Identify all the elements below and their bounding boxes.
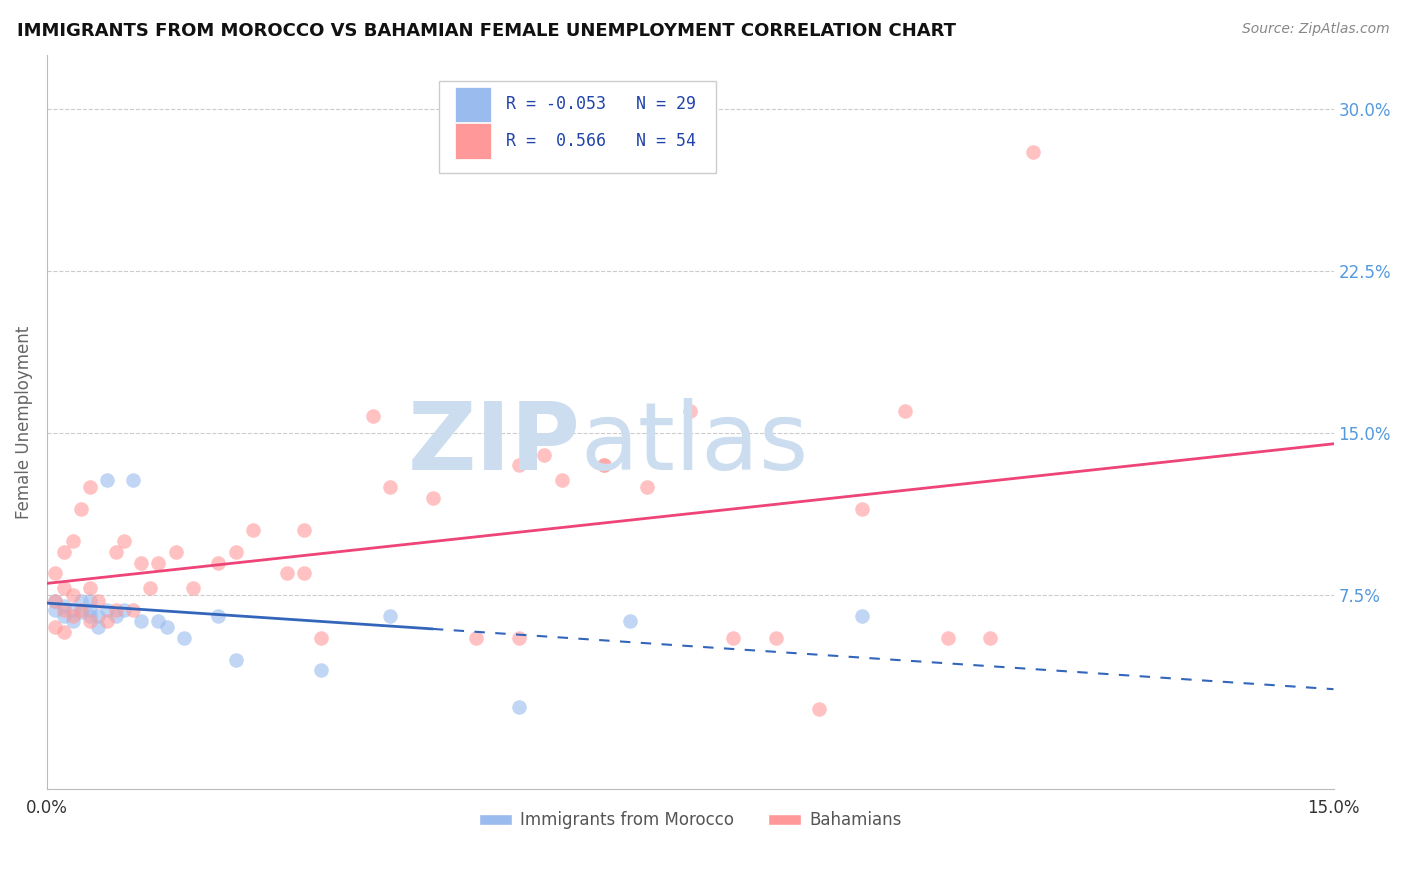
- Point: [62, 533, 84, 548]
- Point: [104, 603, 127, 617]
- Point: [148, 614, 170, 628]
- FancyBboxPatch shape: [439, 81, 716, 172]
- Point: [181, 582, 204, 596]
- Point: [276, 566, 298, 581]
- Point: [979, 631, 1001, 645]
- Bar: [454, 123, 491, 159]
- Point: [87, 594, 110, 608]
- Point: [593, 458, 616, 473]
- Point: [851, 501, 873, 516]
- Point: [721, 631, 744, 645]
- Point: [62, 609, 84, 624]
- Point: [129, 556, 152, 570]
- Point: [508, 458, 530, 473]
- Point: [62, 603, 84, 617]
- Point: [62, 588, 84, 602]
- Point: [311, 631, 333, 645]
- Point: [225, 545, 247, 559]
- Point: [139, 582, 162, 596]
- Point: [79, 609, 101, 624]
- Text: R = -0.053   N = 29: R = -0.053 N = 29: [506, 95, 696, 113]
- Point: [79, 614, 101, 628]
- Point: [378, 609, 401, 624]
- Point: [422, 491, 444, 505]
- Point: [148, 556, 170, 570]
- Point: [242, 523, 264, 537]
- Point: [44, 620, 66, 634]
- Point: [70, 501, 93, 516]
- Point: [121, 603, 143, 617]
- Point: [70, 594, 93, 608]
- Text: Source: ZipAtlas.com: Source: ZipAtlas.com: [1241, 22, 1389, 37]
- Point: [53, 624, 76, 639]
- Point: [53, 603, 76, 617]
- Point: [636, 480, 658, 494]
- Point: [44, 603, 66, 617]
- Text: ZIP: ZIP: [408, 398, 581, 491]
- Point: [1022, 145, 1045, 160]
- Text: IMMIGRANTS FROM MOROCCO VS BAHAMIAN FEMALE UNEMPLOYMENT CORRELATION CHART: IMMIGRANTS FROM MOROCCO VS BAHAMIAN FEMA…: [17, 22, 956, 40]
- Point: [311, 664, 333, 678]
- Point: [292, 566, 315, 581]
- Point: [53, 582, 76, 596]
- Point: [79, 480, 101, 494]
- Point: [936, 631, 959, 645]
- Point: [79, 582, 101, 596]
- Point: [679, 404, 702, 418]
- Point: [225, 653, 247, 667]
- Point: [87, 620, 110, 634]
- Point: [378, 480, 401, 494]
- Point: [156, 620, 179, 634]
- Point: [851, 609, 873, 624]
- Point: [593, 458, 616, 473]
- Point: [893, 404, 915, 418]
- Legend: Immigrants from Morocco, Bahamians: Immigrants from Morocco, Bahamians: [472, 805, 908, 836]
- Point: [104, 545, 127, 559]
- Point: [173, 631, 195, 645]
- Point: [550, 474, 572, 488]
- Point: [533, 448, 555, 462]
- Point: [104, 609, 127, 624]
- Point: [44, 594, 66, 608]
- Point: [96, 614, 118, 628]
- Bar: [454, 87, 491, 122]
- Point: [70, 605, 93, 619]
- Point: [44, 566, 66, 581]
- Point: [292, 523, 315, 537]
- Point: [129, 614, 152, 628]
- Y-axis label: Female Unemployment: Female Unemployment: [15, 326, 32, 519]
- Point: [44, 594, 66, 608]
- Point: [79, 603, 101, 617]
- Point: [70, 603, 93, 617]
- Text: R =  0.566   N = 54: R = 0.566 N = 54: [506, 132, 696, 150]
- Point: [464, 631, 486, 645]
- Point: [619, 614, 641, 628]
- Point: [207, 609, 229, 624]
- Point: [550, 425, 572, 440]
- Point: [62, 614, 84, 628]
- Point: [361, 409, 384, 423]
- Point: [96, 603, 118, 617]
- Point: [96, 474, 118, 488]
- Point: [508, 631, 530, 645]
- Point: [79, 594, 101, 608]
- Point: [807, 702, 830, 716]
- Point: [207, 556, 229, 570]
- Point: [765, 631, 787, 645]
- Point: [112, 603, 135, 617]
- Point: [112, 533, 135, 548]
- Text: atlas: atlas: [581, 398, 808, 491]
- Point: [121, 474, 143, 488]
- Point: [87, 609, 110, 624]
- Point: [508, 700, 530, 714]
- Point: [53, 599, 76, 613]
- Point: [165, 545, 187, 559]
- Point: [53, 545, 76, 559]
- Point: [53, 609, 76, 624]
